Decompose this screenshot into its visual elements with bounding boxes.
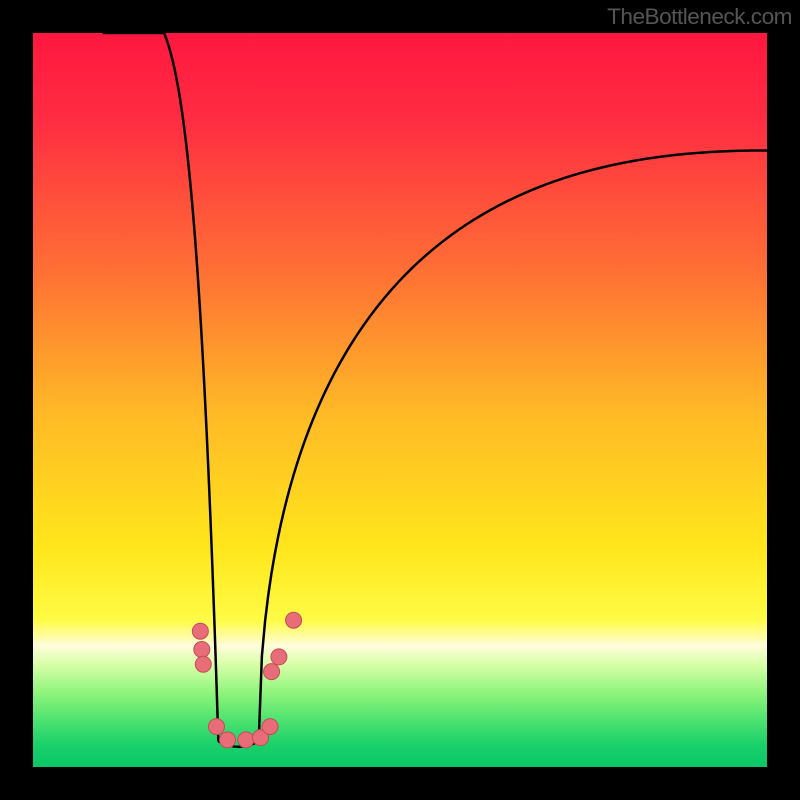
- chart-frame: TheBottleneck.com: [0, 0, 800, 800]
- gradient-background: [33, 33, 767, 767]
- watermark-text: TheBottleneck.com: [607, 4, 792, 30]
- data-dot: [271, 649, 287, 665]
- data-dot: [264, 664, 280, 680]
- data-dot: [286, 612, 302, 628]
- data-dot: [209, 719, 225, 735]
- data-dot: [192, 623, 208, 639]
- data-dot: [194, 642, 210, 658]
- data-dot: [238, 732, 254, 748]
- data-dot: [195, 656, 211, 672]
- data-dot: [262, 719, 278, 735]
- bottleneck-plot: [0, 0, 800, 800]
- data-dot: [220, 732, 236, 748]
